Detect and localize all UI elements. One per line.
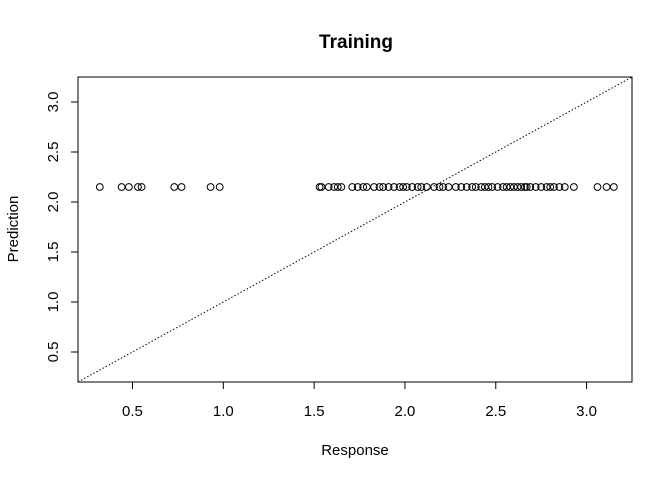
data-point	[399, 183, 408, 191]
data-point	[117, 183, 126, 191]
data-point	[522, 183, 531, 191]
data-point	[451, 183, 460, 191]
data-point	[471, 183, 480, 191]
data-point	[408, 183, 417, 191]
data-point	[439, 183, 447, 191]
data-point	[390, 183, 398, 191]
data-point	[493, 183, 502, 191]
data-point	[555, 183, 564, 191]
x-axis: 0.5 1.0 1.5 2.0 2.5 3.0	[122, 381, 597, 420]
data-point	[569, 183, 578, 191]
chart-title: Training	[319, 32, 393, 53]
y-tick-label: 0.5	[45, 342, 62, 363]
data-point	[177, 183, 186, 191]
data-point	[417, 183, 426, 191]
x-tick-label: 1.5	[304, 403, 325, 420]
data-point	[333, 183, 342, 191]
data-point	[95, 183, 104, 191]
data-point	[379, 183, 388, 191]
data-point	[484, 183, 493, 191]
data-points	[95, 183, 618, 191]
y-tick-label: 3.0	[45, 92, 62, 113]
y-axis-label: Prediction	[5, 196, 22, 263]
x-tick-label: 2.0	[395, 403, 416, 420]
data-point	[375, 183, 384, 191]
data-point	[602, 183, 611, 191]
x-axis-label: Response	[321, 442, 389, 459]
data-point	[549, 183, 558, 191]
data-point	[348, 183, 357, 191]
y-tick-label: 2.5	[45, 142, 62, 163]
y-axis: 0.5 1.0 1.5 2.0 2.5 3.0	[45, 92, 79, 363]
x-tick-label: 1.0	[213, 403, 234, 420]
data-point	[384, 183, 393, 191]
data-point	[413, 183, 422, 191]
data-point	[462, 183, 471, 191]
x-tick-label: 3.0	[576, 403, 597, 420]
data-point	[593, 183, 602, 191]
data-point	[435, 183, 444, 191]
data-point	[402, 183, 411, 191]
data-point	[537, 183, 546, 191]
data-point	[526, 183, 535, 191]
y-tick-label: 1.5	[45, 242, 62, 263]
data-point	[468, 183, 477, 191]
data-point	[324, 183, 333, 191]
data-point	[215, 183, 224, 191]
data-point	[337, 183, 346, 191]
data-point	[359, 183, 368, 191]
data-point	[531, 183, 540, 191]
x-tick-label: 2.5	[485, 403, 506, 420]
data-point	[609, 183, 618, 191]
data-point	[170, 183, 179, 191]
identity-reference-line	[77, 76, 633, 383]
data-point	[134, 183, 142, 191]
data-point	[488, 183, 497, 191]
data-point	[457, 183, 466, 191]
data-point	[546, 183, 555, 191]
data-point	[517, 183, 526, 191]
data-point	[124, 183, 133, 191]
data-point	[137, 183, 146, 191]
data-point	[430, 183, 438, 191]
reference-line-group	[77, 76, 633, 383]
x-tick-label: 0.5	[122, 403, 143, 420]
data-point	[370, 183, 378, 191]
y-tick-label: 2.0	[45, 192, 62, 213]
data-point	[560, 183, 569, 191]
y-tick-label: 1.0	[45, 292, 62, 313]
data-point	[206, 183, 215, 191]
data-point	[353, 183, 362, 191]
